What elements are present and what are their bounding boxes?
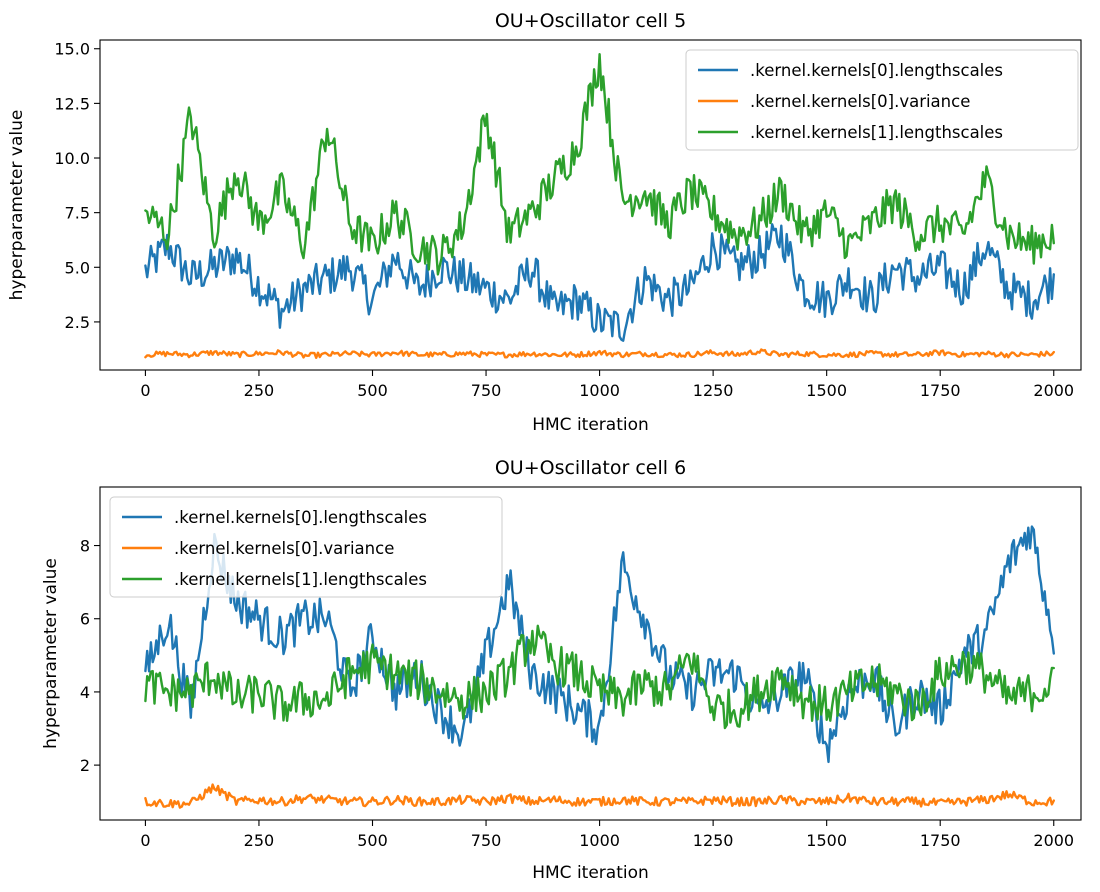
x-tick-label: 250 xyxy=(244,381,275,400)
x-tick-label: 1750 xyxy=(920,831,961,850)
y-tick-label: 6 xyxy=(80,610,90,629)
x-tick-label: 1750 xyxy=(920,381,961,400)
x-tick-label: 2000 xyxy=(1033,831,1074,850)
legend-label-2: .kernel.kernels[0].variance xyxy=(750,92,970,111)
panel-cell-5: OU+Oscillator cell 5 0 250 500 750 1000 1250 15… xyxy=(7,10,1082,435)
x-tick-label: 500 xyxy=(357,831,388,850)
legend-label-2: .kernel.kernels[0].variance xyxy=(174,539,394,558)
legend-label-1: .kernel.kernels[0].lengthscales xyxy=(174,508,427,527)
y-tick-label: 2.5 xyxy=(65,313,90,332)
legend-label-3: .kernel.kernels[1].lengthscales xyxy=(174,570,427,589)
y-tick-label: 5.0 xyxy=(65,258,90,277)
x-axis-label: HMC iteration xyxy=(532,415,649,435)
y-tick-label: 10.0 xyxy=(54,149,90,168)
x-tick-label: 1250 xyxy=(693,381,734,400)
legend-label-1: .kernel.kernels[0].lengthscales xyxy=(750,61,1003,80)
axes-frame xyxy=(99,39,1082,371)
legend-box xyxy=(109,496,503,598)
x-tick-label: 500 xyxy=(357,381,388,400)
legend: .kernel.kernels[0].lengthscales .kernel.k… xyxy=(109,496,503,598)
series-line-3 xyxy=(144,53,1055,276)
legend-box xyxy=(685,49,1079,151)
series-line-1 xyxy=(144,525,1055,764)
y-tick-label: 12.5 xyxy=(54,94,90,113)
series-line-3 xyxy=(144,624,1055,730)
plot-area xyxy=(144,53,1055,359)
legend: .kernel.kernels[0].lengthscales .kernel.k… xyxy=(685,49,1079,151)
panel-cell-6: OU+Oscillator cell 6 0 250 500 750 1000 1250 15… xyxy=(41,457,1082,883)
chart-title: OU+Oscillator cell 5 xyxy=(495,10,686,32)
y-tick-label: 7.5 xyxy=(65,204,90,223)
series-line-2 xyxy=(144,783,1055,809)
legend-label-3: .kernel.kernels[1].lengthscales xyxy=(750,123,1003,142)
y-axis-label: hyperparameter value xyxy=(7,110,27,301)
x-tick-label: 2000 xyxy=(1033,381,1074,400)
axes-frame xyxy=(99,486,1082,821)
x-tick-label: 750 xyxy=(471,381,502,400)
x-tick-label: 1000 xyxy=(579,831,620,850)
x-tick-label: 750 xyxy=(471,831,502,850)
x-tick-label: 0 xyxy=(140,381,150,400)
y-axis-label: hyperparameter value xyxy=(41,558,61,749)
plot-area xyxy=(144,525,1055,809)
x-tick-label: 1250 xyxy=(693,831,734,850)
y-tick-label: 15.0 xyxy=(54,40,90,59)
x-tick-label: 0 xyxy=(140,831,150,850)
y-tick-label: 2 xyxy=(80,756,90,775)
x-axis-label: HMC iteration xyxy=(532,863,649,883)
series-line-2 xyxy=(144,348,1055,359)
chart-title: OU+Oscillator cell 6 xyxy=(495,457,686,479)
y-tick-label: 4 xyxy=(80,683,90,702)
x-tick-label: 250 xyxy=(244,831,275,850)
x-tick-label: 1000 xyxy=(579,381,620,400)
series-line-1 xyxy=(144,223,1055,342)
x-tick-label: 1500 xyxy=(806,381,847,400)
y-tick-label: 8 xyxy=(80,537,90,556)
x-tick-label: 1500 xyxy=(806,831,847,850)
